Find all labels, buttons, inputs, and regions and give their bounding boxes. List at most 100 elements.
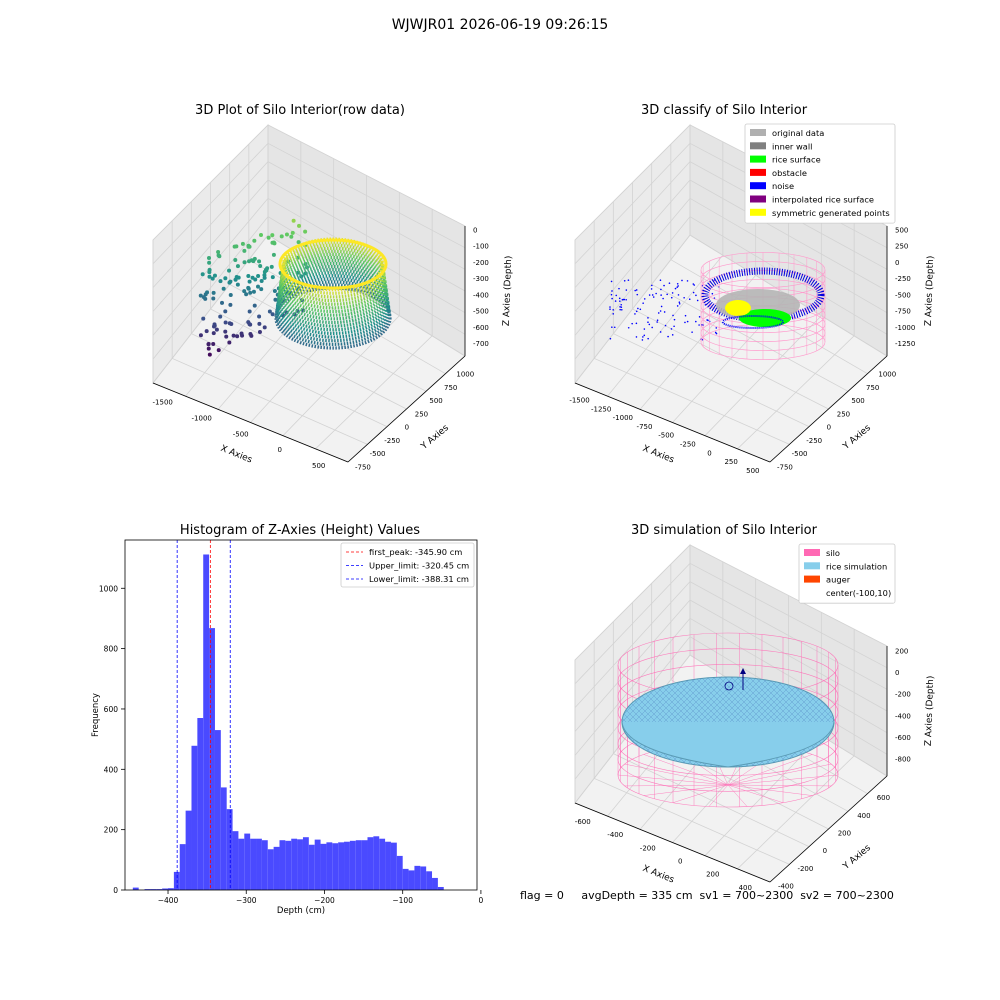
z-tick-label: 500	[895, 226, 908, 234]
silo-floor-spoke	[643, 754, 729, 786]
noise-point	[610, 280, 613, 283]
noise-point	[650, 288, 653, 290]
x-tick-label: −300	[236, 896, 257, 905]
noise-point	[676, 282, 679, 285]
simulation-legend-frame	[798, 543, 896, 604]
z-tick-label: -500	[473, 308, 489, 316]
y-tick-label: 200	[838, 829, 851, 837]
classify-legend-entry: symmetric generated points	[772, 208, 890, 218]
raw-data-point	[256, 284, 261, 289]
noise-point	[664, 324, 667, 327]
silo-floor-spoke	[624, 763, 729, 786]
rice-surface-region	[739, 309, 791, 327]
raw-data-point	[216, 253, 221, 258]
histogram-bar	[291, 838, 298, 890]
raw-data-point	[257, 321, 262, 326]
noise-point	[651, 326, 653, 329]
y-tick-label: -750	[777, 463, 793, 471]
noise-point	[663, 311, 666, 313]
auger-ring	[724, 681, 734, 691]
z-tick-label: -100	[473, 243, 489, 251]
z-tick-label: -200	[895, 691, 911, 699]
raw-data-point	[218, 279, 223, 284]
simulation-3d-plot: -600 -400 -200 0 200 400 -400 -200 0 200 400 600 200…	[574, 543, 936, 892]
noise-point	[692, 283, 695, 285]
raw-data-point	[204, 329, 209, 334]
histogram-bar	[132, 887, 139, 890]
noise-point	[676, 286, 679, 288]
raw-data-point	[247, 322, 252, 327]
raw-data-point	[258, 263, 263, 268]
histogram-bar	[238, 838, 245, 890]
histogram-bar	[220, 787, 227, 890]
noise-point	[635, 336, 638, 338]
raw-plot-title: 3D Plot of Silo Interior(row data)	[195, 103, 405, 118]
raw-data-point	[247, 279, 252, 284]
noise-point	[659, 279, 662, 282]
noise-point	[668, 282, 671, 284]
y-tick-label: -200	[797, 865, 813, 873]
noise-point	[619, 308, 621, 311]
raw-data-point	[228, 292, 233, 297]
histogram-bar	[209, 628, 215, 890]
classify-legend-entry: original data	[772, 128, 824, 138]
noise-point	[635, 289, 638, 291]
classify-plot-title: 3D classify of Silo Interior	[640, 103, 808, 118]
silo-floor-spoke	[727, 784, 832, 787]
noise-point	[614, 300, 617, 302]
y-tick-label: 200	[104, 826, 119, 835]
raw-data-point	[206, 256, 211, 261]
y-tick-label: 600	[877, 794, 890, 802]
noise-point	[688, 298, 691, 300]
noise-point	[611, 290, 613, 292]
noise-point	[652, 296, 655, 298]
z-tick-label: -1000	[895, 324, 915, 332]
noise-point	[613, 326, 616, 329]
y-axis-label: Y Axies	[841, 843, 873, 872]
noise-point	[642, 336, 644, 338]
raw-data-point	[224, 334, 229, 339]
raw-data-point	[211, 296, 216, 301]
classify-legend-entry: rice surface	[772, 155, 821, 165]
symmetric-points-region	[725, 300, 751, 316]
noise-point	[623, 279, 626, 282]
histogram-bar	[179, 844, 186, 890]
raw-data-point	[256, 274, 261, 279]
noise-point	[714, 331, 717, 334]
simulation-legend-entry: rice simulation	[826, 561, 887, 571]
raw-data-point	[248, 290, 253, 295]
classify-legend-entry: inner wall	[772, 141, 812, 151]
histogram-bar	[373, 836, 380, 890]
raw-data-point	[214, 327, 219, 332]
noise-point	[641, 339, 644, 341]
noise-point	[695, 320, 697, 323]
x-axis-label: X Axies	[219, 444, 254, 466]
x-tick-label: 0	[277, 446, 281, 454]
noise-point	[634, 289, 636, 292]
x-tick-label: 250	[724, 458, 737, 466]
raw-data-point	[227, 268, 232, 273]
noise-point	[612, 309, 614, 311]
raw-data-point	[235, 282, 240, 287]
noise-point	[683, 296, 685, 299]
y-axis-label: Y Axies	[419, 423, 451, 452]
classify-legend-entry: obstacle	[772, 168, 807, 178]
classify-legend-entry: noise	[772, 181, 794, 191]
x-tick-label: 500	[312, 462, 325, 470]
x-axis-label: Depth (cm)	[277, 906, 325, 916]
noise-point	[621, 298, 624, 301]
raw-data-point	[251, 289, 256, 294]
x-tick-label: -500	[658, 432, 674, 440]
noise-point	[625, 289, 628, 291]
y-tick-label: 400	[857, 812, 870, 820]
histogram-bar	[185, 810, 192, 890]
plot-frame	[124, 539, 478, 891]
raw-data-point	[290, 230, 295, 235]
raw-data-point	[216, 348, 221, 353]
classify-legend-swatch	[750, 155, 766, 163]
noise-point	[656, 321, 658, 323]
histogram-bar	[144, 889, 151, 890]
histogram-bar	[396, 855, 403, 890]
raw-data-point	[262, 325, 267, 330]
